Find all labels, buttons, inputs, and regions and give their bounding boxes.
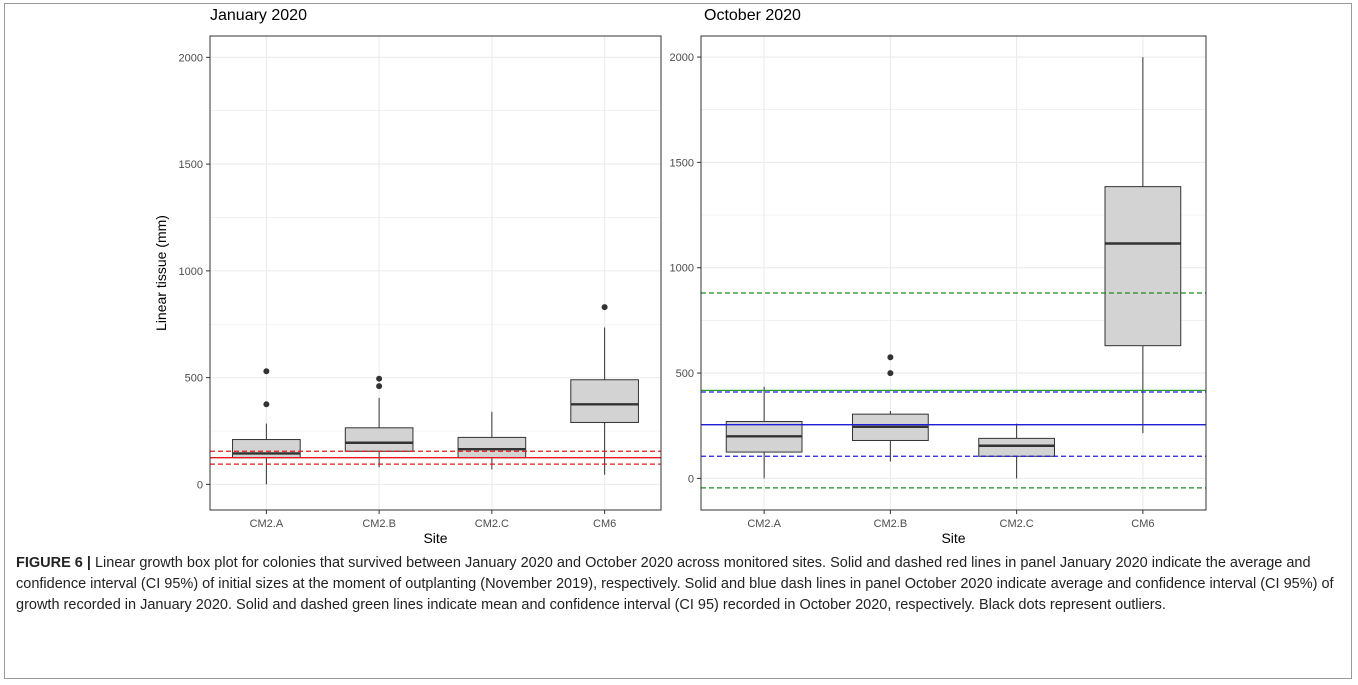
y-tick-label: 500 [676,368,694,380]
x-tick-label: CM6 [593,518,616,530]
box-CM6 [570,304,639,475]
y-tick-label: 500 [185,373,203,385]
box-iqr [344,427,414,452]
panel-1: 0 500 1000 1500 2000 CM2.A CM2.B CM2.C CM6 Januar… [153,7,662,546]
outlier-point [263,368,270,375]
panel-2: 0 500 1000 1500 2000 CM2.A CM2.B CM2.C CM6 Octobe… [670,7,1207,546]
box-iqr [232,439,301,459]
x-tick-label: CM2.C [475,518,509,530]
box-CM2.C [978,423,1055,479]
box-iqr [978,437,1055,457]
plot-border [209,35,662,511]
x-tick-label: CM2.C [1000,518,1034,530]
y-tick-label: 1000 [179,266,203,278]
y-tick-label: 1500 [179,159,203,171]
box-CM2.A [725,386,803,479]
outlier-point [887,370,894,377]
x-axis-label: Site [423,530,447,546]
y-axis-label: Linear tissue (mm) [153,215,169,331]
figure-frame [4,3,1352,679]
y-tick-label: 0 [688,473,694,485]
plot-border [700,35,1207,511]
chart-title: January 2020 [210,7,307,24]
y-tick-label: 1000 [670,263,694,275]
box-CM6 [1104,57,1182,434]
plot-background [210,36,661,510]
x-tick-label: CM2.B [874,518,908,530]
box-iqr [1104,186,1182,347]
box-CM2.A [232,368,301,485]
caption-label: FIGURE 6 | [16,555,91,571]
y-tick-label: 1500 [670,157,694,169]
box-CM2.B [852,354,929,462]
x-tick-label: CM2.A [747,518,781,530]
y-tick-label: 2000 [670,52,694,64]
outlier-point [263,401,270,408]
figure-caption: FIGURE 6 | Linear growth box plot for co… [16,553,1336,616]
outlier-point [376,383,383,390]
outlier-point [601,304,608,311]
charts-svg: 0 500 1000 1500 2000 CM2.A CM2.B CM2.C CM6 Januar… [153,7,1207,546]
box-CM2.B [344,375,414,468]
x-tick-label: CM2.B [362,518,396,530]
caption-text: Linear growth box plot for colonies that… [16,555,1334,613]
x-tick-label: CM2.A [250,518,284,530]
y-tick-label: 0 [197,479,203,491]
box-iqr [570,379,639,423]
outlier-point [376,375,383,382]
x-axis-label: Site [941,530,965,546]
x-tick-label: CM6 [1131,518,1154,530]
y-tick-label: 2000 [179,52,203,64]
chart-title: October 2020 [704,7,801,24]
box-iqr [457,436,527,459]
outlier-point [887,354,894,361]
